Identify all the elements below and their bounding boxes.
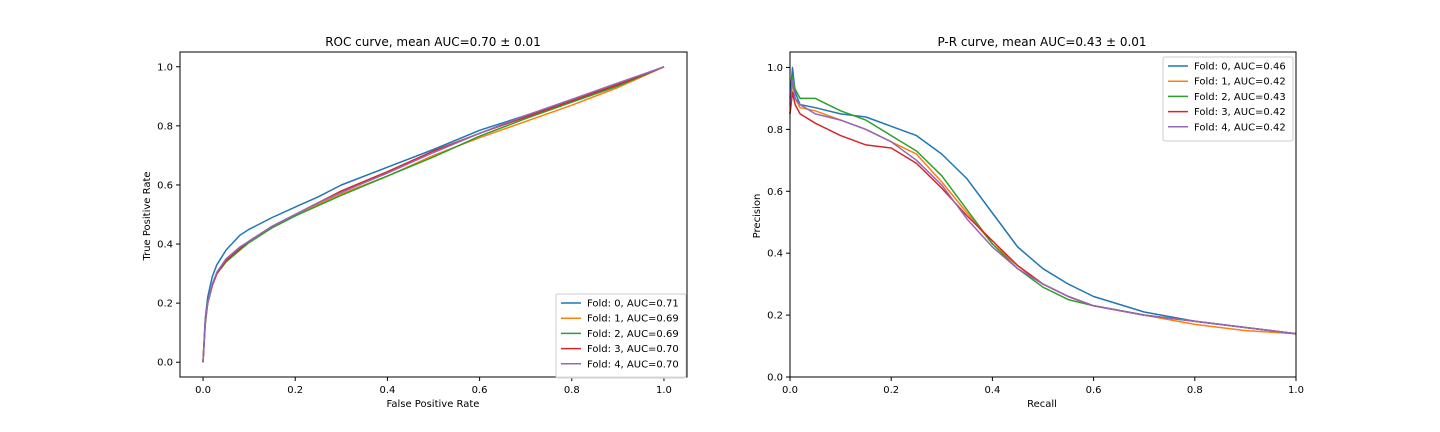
- pr-x-tick-label: 0.2: [883, 385, 899, 396]
- pr-legend-entry: Fold: 0, AUC=0.46: [1194, 62, 1286, 73]
- roc-x-tick-label: 0.2: [287, 385, 303, 396]
- pr-y-tick-label: 0.6: [767, 187, 783, 198]
- pr-x-tick-label: 1.0: [1288, 385, 1304, 396]
- pr-chart: P-R curve, mean AUC=0.43 ± 0.01 0.0 0.2 0.…: [752, 35, 1304, 410]
- roc-series-lines: [202, 66, 665, 363]
- pr-legend-box: [1162, 56, 1294, 142]
- roc-x-tick-label: 0.4: [379, 385, 395, 396]
- pr-title: P-R curve, mean AUC=0.43 ± 0.01: [937, 35, 1146, 49]
- roc-y-tick-label: 1.0: [157, 62, 173, 73]
- pr-series-line-fold-0: [789, 66, 1297, 335]
- pr-legend: Fold: 0, AUC=0.46 Fold: 1, AUC=0.42 Fold: …: [1162, 56, 1294, 142]
- roc-x-axis-label: False Positive Rate: [387, 399, 480, 410]
- roc-y-axis-label: True Positive Rate: [142, 171, 153, 261]
- roc-legend-entry: Fold: 4, AUC=0.70: [587, 359, 679, 370]
- pr-y-tick-label: 1.0: [767, 63, 783, 74]
- roc-y-tick-label: 0.2: [157, 299, 173, 310]
- roc-y-ticks: 0.0 0.2 0.4 0.6 0.8 1.0: [157, 62, 180, 369]
- roc-axes-frame: [179, 51, 688, 378]
- roc-legend-box: [555, 293, 687, 379]
- roc-legend-entry: Fold: 3, AUC=0.70: [587, 344, 679, 355]
- pr-series-lines: [789, 66, 1297, 335]
- roc-y-tick-label: 0.8: [157, 121, 173, 132]
- pr-axes-frame: [789, 51, 1297, 378]
- pr-legend-entry: Fold: 4, AUC=0.42: [1194, 122, 1286, 133]
- pr-y-ticks: 0.0 0.2 0.4 0.6 0.8 1.0: [767, 63, 790, 384]
- roc-x-tick-label: 0.6: [472, 385, 488, 396]
- roc-chart: ROC curve, mean AUC=0.70 ± 0.01 0.0 0.2 0.…: [142, 35, 688, 410]
- roc-legend-entry: Fold: 0, AUC=0.71: [587, 299, 679, 310]
- roc-y-tick-label: 0.0: [157, 358, 173, 369]
- pr-y-tick-label: 0.0: [767, 373, 783, 384]
- pr-y-tick-label: 0.8: [767, 125, 783, 136]
- pr-x-tick-label: 0.6: [1086, 385, 1102, 396]
- roc-x-tick-label: 0.8: [564, 385, 580, 396]
- pr-legend-entry: Fold: 2, AUC=0.43: [1194, 92, 1286, 103]
- pr-x-tick-label: 0.8: [1187, 385, 1203, 396]
- roc-x-tick-label: 1.0: [656, 385, 672, 396]
- roc-legend-entry: Fold: 1, AUC=0.69: [587, 314, 679, 325]
- roc-legend: Fold: 0, AUC=0.71 Fold: 1, AUC=0.69 Fold: …: [555, 293, 687, 379]
- pr-x-tick-label: 0.0: [782, 385, 798, 396]
- pr-y-axis-label: Precision: [752, 194, 763, 239]
- roc-series-line-fold-4: [202, 66, 665, 363]
- pr-legend-entry: Fold: 3, AUC=0.42: [1194, 107, 1286, 118]
- pr-x-tick-label: 0.4: [984, 385, 1000, 396]
- pr-x-ticks: 0.0 0.2 0.4 0.6 0.8 1.0: [782, 377, 1304, 396]
- roc-legend-entry: Fold: 2, AUC=0.69: [587, 329, 679, 340]
- pr-series-line-fold-4: [789, 79, 1297, 335]
- roc-x-tick-label: 0.0: [195, 385, 211, 396]
- pr-legend-entry: Fold: 1, AUC=0.42: [1194, 77, 1286, 88]
- roc-y-tick-label: 0.6: [157, 180, 173, 191]
- roc-title: ROC curve, mean AUC=0.70 ± 0.01: [325, 35, 541, 49]
- pr-x-axis-label: Recall: [1027, 399, 1057, 410]
- pr-y-tick-label: 0.2: [767, 311, 783, 322]
- roc-y-tick-label: 0.4: [157, 240, 173, 251]
- pr-y-tick-label: 0.4: [767, 249, 783, 260]
